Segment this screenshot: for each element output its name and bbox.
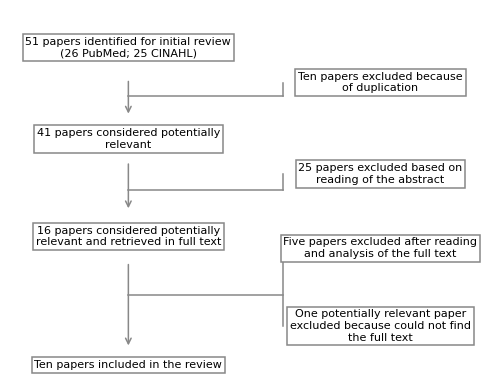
Text: One potentially relevant paper
excluded because could not find
the full text: One potentially relevant paper excluded …: [290, 309, 471, 343]
Text: 51 papers identified for initial review
(26 PubMed; 25 CINAHL): 51 papers identified for initial review …: [26, 37, 231, 58]
Text: 25 papers excluded based on
reading of the abstract: 25 papers excluded based on reading of t…: [298, 163, 462, 185]
Text: Five papers excluded after reading
and analysis of the full text: Five papers excluded after reading and a…: [284, 237, 478, 259]
Text: 41 papers considered potentially
relevant: 41 papers considered potentially relevan…: [36, 128, 220, 150]
Text: Ten papers included in the review: Ten papers included in the review: [34, 360, 222, 370]
Text: 16 papers considered potentially
relevant and retrieved in full text: 16 papers considered potentially relevan…: [36, 226, 221, 247]
Text: Ten papers excluded because
of duplication: Ten papers excluded because of duplicati…: [298, 72, 462, 93]
